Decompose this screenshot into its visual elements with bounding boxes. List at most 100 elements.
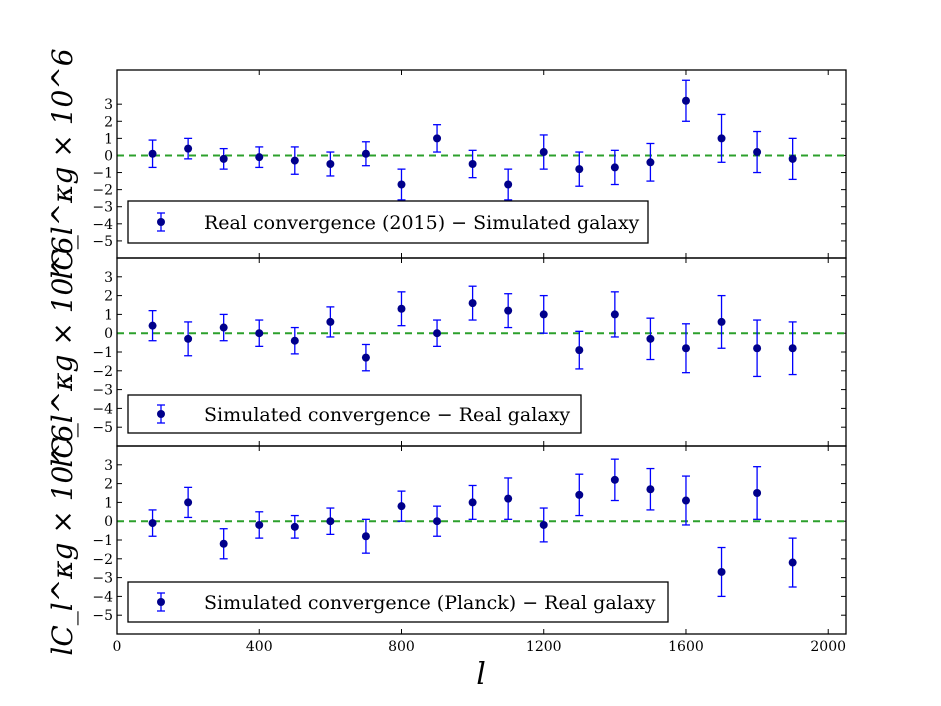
data-point [326,160,335,168]
data-point [361,149,370,158]
data-point [433,517,442,526]
data-point [504,306,513,315]
data-point [361,532,370,541]
x-tick-label: 400 [246,639,273,655]
y-tick-label: 3 [104,97,113,113]
data-point [610,163,619,172]
data-point [255,329,264,338]
data-point [468,160,477,168]
data-point [397,304,406,313]
y-tick-label: 0 [104,148,113,164]
legend-marker [157,410,165,418]
data-point [290,522,299,531]
y-tick-label: −2 [92,364,113,380]
y-tick-label: −3 [92,200,113,216]
data-point [433,329,442,338]
data-point [326,317,335,326]
data-point [575,346,584,355]
data-point [539,520,548,529]
y-tick-label: 3 [104,270,113,286]
data-point [290,336,299,345]
data-point [219,539,228,548]
y-tick-label: 0 [104,326,113,342]
data-point [326,517,335,526]
legend-marker [157,218,165,226]
y-tick-label: −1 [92,166,113,182]
data-point [148,519,157,528]
data-point [361,353,370,362]
data-point [148,321,157,330]
data-point [184,144,193,153]
data-point [753,148,762,157]
data-point [433,134,442,143]
data-point [255,520,264,529]
data-point [646,158,655,167]
data-point [184,334,193,343]
y-tick-label: −3 [92,383,113,399]
data-point [575,165,584,174]
y-tick-label: −4 [92,217,113,233]
y-tick-label: 2 [104,477,113,493]
data-point [753,344,762,353]
y-tick-label: −4 [92,401,113,417]
data-point [468,498,477,507]
y-tick-label: 3 [104,458,113,474]
legend-label: Simulated convergence − Real galaxy [204,404,570,426]
y-tick-label: 2 [104,289,113,305]
legend: Simulated convergence (Planck) − Real ga… [127,581,669,623]
data-point [681,96,690,105]
data-point [219,154,228,163]
data-point [610,475,619,484]
data-point [397,502,406,511]
x-tick-label: 800 [388,639,415,655]
y-tick-label: −2 [92,552,113,568]
y-tick-label: 0 [104,514,113,530]
data-point [717,567,726,576]
data-point [504,180,513,189]
y-tick-label: 1 [104,495,113,511]
y-tick-label: −5 [92,608,113,624]
data-point [681,496,690,505]
y-tick-label: −4 [92,589,113,605]
x-tick-label: 0 [113,639,122,655]
data-point [219,323,228,332]
x-tick-label: 1600 [668,639,704,655]
data-point [255,153,264,162]
data-point [539,310,548,319]
data-point [148,149,157,158]
data-point [753,489,762,497]
y-tick-label: −1 [92,533,113,549]
data-point [504,494,513,503]
x-tick-label: 1200 [526,639,562,655]
y-tick-label: −1 [92,345,113,361]
y-tick-label: 1 [104,131,113,147]
data-point [575,490,584,499]
y-tick-label: −5 [92,420,113,436]
data-point [397,180,406,189]
data-point [788,558,797,567]
legend-label: Simulated convergence (Planck) − Real ga… [204,592,656,614]
legend: Simulated convergence − Real galaxy [127,394,582,434]
data-point [646,485,655,494]
y-tick-label: −5 [92,234,113,250]
data-point [468,299,477,308]
data-point [290,156,299,165]
data-point [788,154,797,163]
data-point [184,498,193,507]
data-point [681,344,690,353]
legend-label: Real convergence (2015) − Simulated gala… [204,212,640,234]
data-point [539,148,548,157]
y-axis-label: lC_l^κg × 10^6 [46,48,79,279]
legend-box [127,394,582,434]
data-point [788,344,797,353]
x-tick-label: 2000 [810,639,846,655]
y-axis-label: lC_l^κg × 10^6 [46,424,79,655]
legend-box [127,581,669,623]
x-axis-label: l [476,657,486,692]
axes-frame [116,445,847,635]
legend-marker [157,598,165,606]
